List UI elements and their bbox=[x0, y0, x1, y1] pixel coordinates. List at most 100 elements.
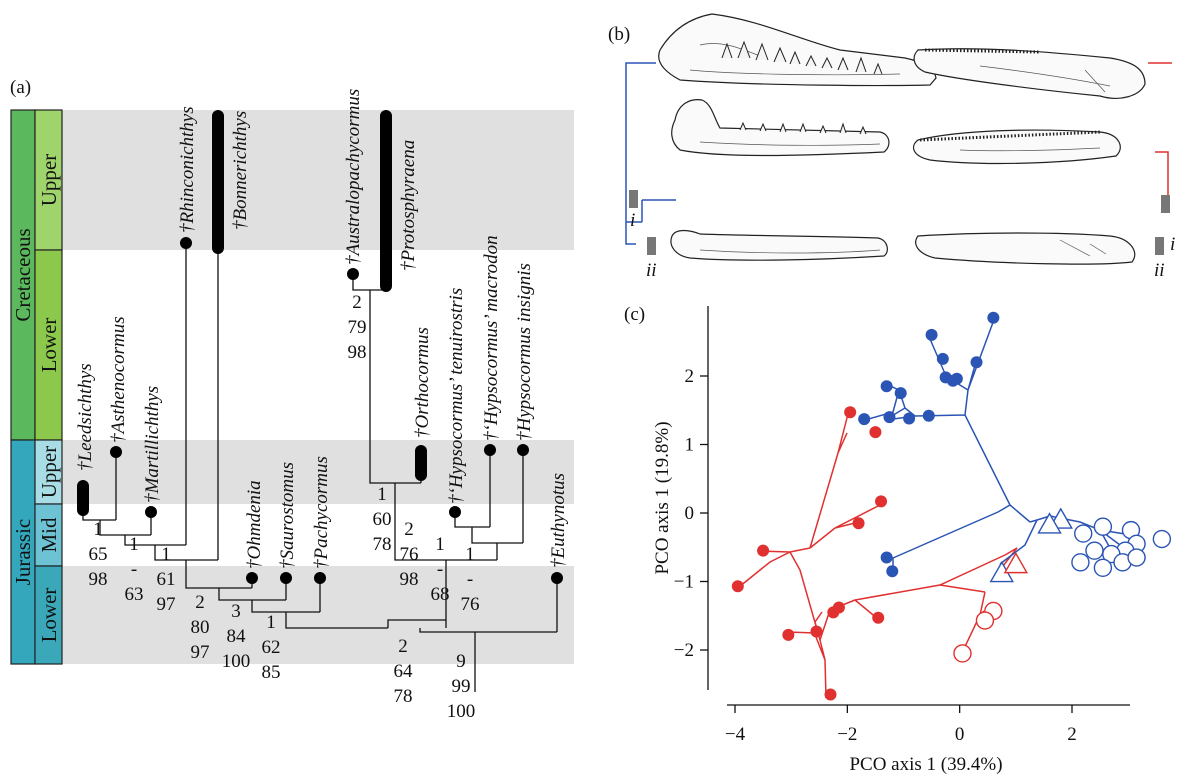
x-tick-label: −2 bbox=[837, 724, 857, 745]
point-filled-circle bbox=[810, 625, 823, 638]
taxon-dot bbox=[180, 237, 192, 249]
point-filled-circle bbox=[880, 380, 893, 393]
point-filled-circle bbox=[925, 328, 938, 341]
support-value: 2 bbox=[398, 636, 408, 657]
support-value: 98 bbox=[348, 342, 367, 363]
support-value: 97 bbox=[157, 594, 176, 615]
taxon-dot bbox=[449, 506, 461, 518]
pco-plot: −4 −2 0 2 −2 −1 0 1 2 bbox=[674, 306, 1172, 745]
point-filled-circle bbox=[880, 551, 893, 564]
support-value: 9 bbox=[456, 651, 466, 672]
jaw-label-ii: ii bbox=[646, 260, 657, 281]
support-value: 1 bbox=[93, 519, 103, 540]
clade-marker bbox=[1155, 237, 1164, 255]
support-value: 100 bbox=[447, 701, 476, 722]
support-value: 1 bbox=[435, 534, 445, 555]
panel-b-label: (b) bbox=[608, 24, 630, 45]
clade-marker bbox=[1161, 195, 1170, 213]
y-tick-label: 1 bbox=[685, 435, 695, 456]
taxon-dot bbox=[484, 444, 496, 456]
point-filled-circle bbox=[987, 311, 1000, 324]
phylogeny-tips bbox=[77, 110, 563, 584]
lower-jaw-drawing bbox=[658, 13, 937, 87]
support-value: 100 bbox=[222, 651, 251, 672]
jaw-label-i: i bbox=[630, 210, 635, 231]
range-bar bbox=[380, 110, 392, 292]
epoch-upper-cretaceous-box bbox=[34, 109, 63, 251]
support-value: 97 bbox=[191, 642, 210, 663]
taxon-label: †Ohmdenia bbox=[244, 480, 265, 569]
support-value: 98 bbox=[89, 569, 108, 590]
point-filled-circle bbox=[824, 688, 837, 701]
point-open-circle bbox=[1152, 529, 1172, 549]
clade-marker bbox=[629, 190, 638, 208]
taxon-label: †Asthenocormus bbox=[108, 316, 129, 443]
y-axis-label: PCO axis 1 (19.8%) bbox=[652, 421, 673, 574]
point-filled-circle bbox=[869, 426, 882, 439]
point-filled-circle bbox=[886, 565, 899, 578]
support-value: 68 bbox=[431, 584, 450, 605]
support-value: 1 bbox=[129, 534, 139, 555]
taxon-labels: †Leedsichthys †Asthenocormus †Martillich… bbox=[75, 89, 569, 569]
lower-jaw-drawing bbox=[915, 232, 1136, 265]
support-value: - bbox=[467, 569, 473, 590]
point-open-circle bbox=[1127, 548, 1146, 567]
red-tree-b bbox=[1148, 62, 1172, 212]
taxon-dot bbox=[110, 446, 122, 458]
clade-marker bbox=[647, 237, 656, 255]
lower-jaw-drawing bbox=[913, 48, 1146, 99]
point-open-circle bbox=[975, 611, 995, 630]
taxon-dot bbox=[145, 506, 157, 518]
support-value: 65 bbox=[89, 544, 108, 565]
x-tick-label: −4 bbox=[725, 724, 746, 745]
support-value: 60 bbox=[373, 509, 392, 530]
support-value: 85 bbox=[262, 662, 281, 683]
point-open-circle bbox=[1093, 558, 1113, 577]
taxon-label: †Saurostomus bbox=[277, 462, 298, 569]
support-value: 1 bbox=[465, 544, 475, 565]
taxon-dot bbox=[246, 572, 258, 584]
epoch-mid-jurassic-box bbox=[34, 503, 63, 567]
support-value: 63 bbox=[125, 584, 144, 605]
taxon-label: †Bonnerichthys bbox=[230, 111, 251, 230]
support-value: 98 bbox=[400, 569, 419, 590]
taxon-label: †Orthocormus bbox=[412, 327, 433, 438]
epoch-upper-jurassic: Upper bbox=[37, 446, 61, 498]
taxon-label: †Protosphyraena bbox=[398, 140, 419, 271]
point-filled-circle bbox=[827, 606, 840, 619]
taxon-label: †Martillichthys bbox=[142, 386, 163, 503]
point-filled-circle bbox=[844, 406, 857, 419]
panel-c-label: (c) bbox=[624, 304, 645, 325]
x-axis-label: PCO axis 1 (39.4%) bbox=[849, 754, 1002, 775]
point-filled-circle bbox=[922, 409, 935, 422]
epoch-upper-cretaceous: Upper bbox=[37, 154, 61, 206]
panel-a-label: (a) bbox=[10, 77, 31, 98]
taxon-dot bbox=[347, 268, 359, 280]
phylogeny-branches bbox=[82, 120, 558, 692]
period-cretaceous: Cretaceous bbox=[11, 228, 35, 321]
point-filled-circle bbox=[731, 580, 744, 593]
support-value: 1 bbox=[377, 484, 387, 505]
support-value: 61 bbox=[157, 569, 176, 590]
point-open-circle bbox=[953, 644, 972, 663]
range-bar bbox=[212, 110, 224, 254]
taxon-label: †Rhinconichthys bbox=[177, 106, 198, 233]
taxon-label: †‘Hypsocormus’ macrodon bbox=[481, 235, 502, 441]
blue-tree-b bbox=[625, 62, 676, 223]
point-filled-circle bbox=[950, 372, 963, 385]
epoch-upper-jurassic-box bbox=[34, 439, 63, 505]
y-tick-label: 0 bbox=[685, 503, 695, 524]
point-filled-circle bbox=[970, 356, 983, 369]
support-value: 99 bbox=[452, 676, 471, 697]
axis-ticks: −4 −2 0 2 −2 −1 0 1 2 bbox=[674, 366, 1077, 745]
jaw-label-i-right: i bbox=[1170, 234, 1175, 255]
y-tick-label: 2 bbox=[685, 366, 695, 387]
support-value: - bbox=[437, 559, 443, 580]
point-filled-circle bbox=[894, 387, 907, 400]
taxon-label: †‘Hypsocormus’ tenuirostris bbox=[446, 288, 467, 504]
jaw-drawings bbox=[658, 13, 1146, 265]
support-value: 2 bbox=[352, 292, 362, 313]
support-value: 1 bbox=[161, 544, 171, 565]
support-value: 84 bbox=[227, 626, 247, 647]
